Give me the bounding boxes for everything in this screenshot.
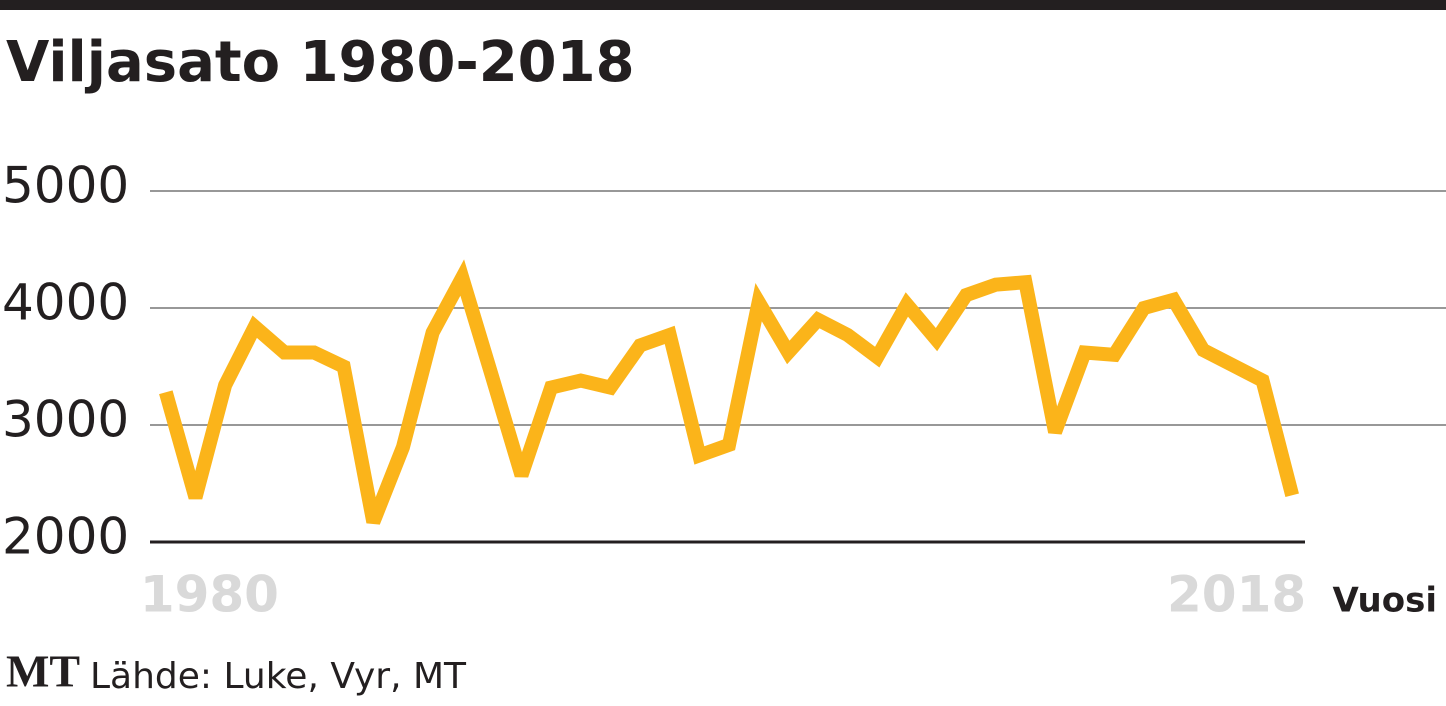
y-tick-label: 3000 <box>2 391 129 449</box>
source: Lähde: Luke, Vyr, MT <box>90 656 467 697</box>
x-tick-label: 1980 <box>140 566 279 624</box>
chart-title: Viljasato 1980-2018 <box>6 30 635 95</box>
y-tick-label: 5000 <box>2 157 129 215</box>
y-tick-label: 4000 <box>2 274 129 332</box>
x-tick-label: 2018 <box>1167 566 1306 624</box>
data-line <box>159 259 1299 525</box>
x-axis-label: Vuosi <box>1332 581 1437 621</box>
logo: MT <box>6 646 80 697</box>
top-bar <box>0 0 1446 10</box>
y-tick-label: 2000 <box>2 508 129 566</box>
